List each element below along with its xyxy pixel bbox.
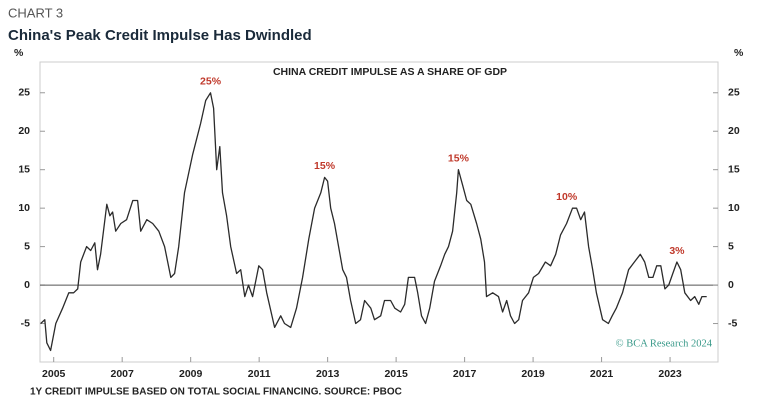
y-tick-label: 20: [18, 125, 30, 137]
peak-annotation: 10%: [556, 191, 578, 203]
peak-annotation: 3%: [669, 245, 685, 257]
y-tick-label: 25: [18, 87, 30, 99]
chart-title: China's Peak Credit Impulse Has Dwindled: [8, 27, 312, 44]
y-tick-label: 5: [24, 240, 30, 252]
y2-tick-label: 20: [728, 125, 740, 137]
peak-annotation: 15%: [314, 160, 336, 172]
y-axis-label: %: [14, 47, 24, 59]
y2-tick-label: 25: [728, 87, 740, 99]
y-tick-label: 15: [18, 163, 30, 175]
footnote: 1Y CREDIT IMPULSE BASED ON TOTAL SOCIAL …: [30, 387, 402, 398]
y2-axis-label: %: [734, 47, 744, 59]
x-tick-label: 2013: [316, 368, 340, 380]
x-tick-label: 2015: [384, 368, 408, 380]
x-tick-label: 2009: [179, 368, 203, 380]
peak-annotation: 25%: [200, 76, 222, 88]
x-tick-label: 2007: [111, 368, 135, 380]
chart-label: CHART 3: [8, 5, 63, 20]
y2-tick-label: 10: [728, 202, 740, 214]
y-tick-label: 0: [24, 279, 30, 291]
chart-subtitle: CHINA CREDIT IMPULSE AS A SHARE OF GDP: [273, 66, 507, 78]
y2-tick-label: 0: [728, 279, 734, 291]
x-tick-label: 2005: [42, 368, 66, 380]
y2-tick-label: -5: [728, 317, 737, 329]
y2-tick-label: 15: [728, 163, 740, 175]
y-tick-label: -5: [21, 317, 30, 329]
peak-annotation: 15%: [448, 152, 470, 164]
x-tick-label: 2021: [590, 368, 614, 380]
x-tick-label: 2023: [658, 368, 682, 380]
data-line: [40, 92, 707, 352]
y2-tick-label: 5: [728, 240, 734, 252]
x-tick-label: 2017: [453, 368, 477, 380]
credit: © BCΑ Research 2024: [616, 338, 713, 349]
y-tick-label: 10: [18, 202, 30, 214]
plot-frame: [39, 61, 719, 363]
x-tick-label: 2019: [521, 368, 545, 380]
x-tick-label: 2011: [248, 368, 271, 380]
